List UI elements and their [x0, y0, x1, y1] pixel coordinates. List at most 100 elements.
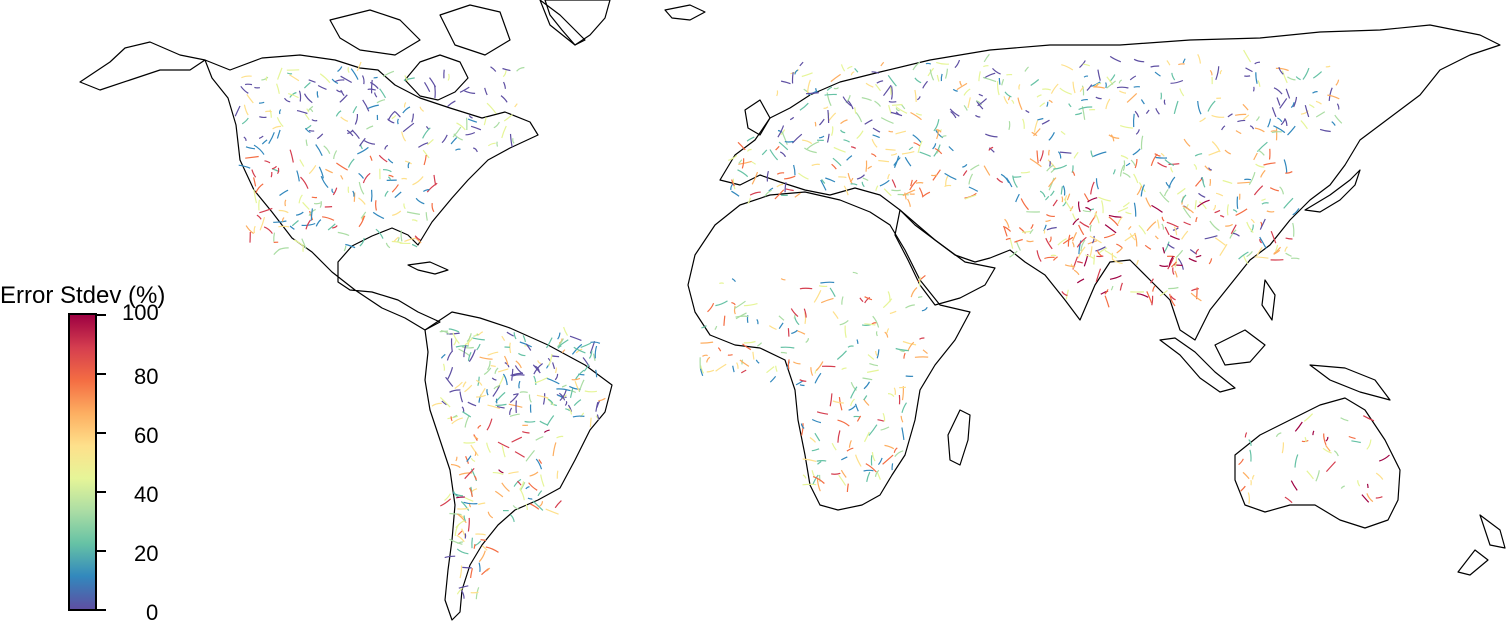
river-segment [1039, 150, 1044, 162]
river-segment [385, 242, 391, 249]
river-segment [1024, 66, 1029, 72]
river-segment [273, 220, 287, 223]
river-segment [1042, 88, 1051, 91]
river-segment [1033, 120, 1039, 133]
river-segment [756, 342, 763, 347]
river-segment [509, 407, 513, 415]
river-segment [1151, 295, 1154, 306]
river-segment [802, 483, 817, 486]
river-segment [518, 352, 526, 357]
colorbar-label-80: 80 [134, 364, 159, 389]
river-segment [878, 159, 890, 163]
river-segment [814, 121, 817, 127]
river-segment [886, 328, 890, 334]
eurasia-outline [719, 24, 1501, 341]
river-segment [944, 68, 948, 79]
river-segment [875, 350, 878, 357]
river-segment [391, 240, 403, 244]
river-segment [1315, 111, 1326, 118]
river-segment [457, 507, 469, 510]
river-segment [1161, 216, 1165, 222]
arctic-islands [329, 0, 586, 56]
river-segment [529, 503, 540, 510]
river-segment [466, 455, 472, 462]
colorbar-label-60: 60 [134, 423, 159, 448]
river-segment [900, 415, 904, 423]
river-segment [1150, 153, 1158, 166]
river-segment [1235, 208, 1248, 216]
river-segment [855, 112, 863, 123]
river-segment [891, 189, 901, 192]
river-segment [833, 146, 846, 153]
river-segment [823, 106, 829, 109]
river-segment [746, 136, 755, 142]
river-segment [446, 332, 460, 335]
river-segment [769, 149, 779, 161]
river-segment [496, 141, 499, 147]
river-segment [1315, 470, 1320, 482]
river-segment [1211, 114, 1225, 118]
river-segment [460, 501, 470, 511]
river-segment [359, 137, 366, 147]
river-segment [936, 129, 942, 133]
river-segment [423, 154, 427, 166]
river-segment [490, 365, 496, 368]
river-segment [962, 163, 968, 168]
river-segment [1048, 177, 1055, 191]
river-segment [817, 461, 822, 465]
river-segment [253, 177, 257, 187]
river-segment [1156, 219, 1160, 229]
river-segment [474, 540, 482, 547]
river-segment [592, 353, 596, 361]
river-segment [1172, 267, 1175, 275]
river-segment [513, 332, 517, 340]
river-segment [1071, 241, 1075, 248]
river-segment [486, 442, 491, 453]
river-segment [816, 460, 827, 462]
river-segment [1127, 225, 1132, 230]
river-segment [1166, 221, 1179, 228]
river-segment [546, 415, 555, 426]
river-segment [1171, 72, 1176, 81]
river-segment [548, 353, 553, 367]
river-segment [1269, 187, 1279, 192]
river-segment [1012, 175, 1018, 188]
river-segment [1015, 240, 1021, 251]
river-segment [486, 418, 493, 431]
river-segment [1146, 221, 1157, 232]
river-segment [463, 515, 466, 522]
river-segment [361, 75, 365, 85]
river-segment [734, 300, 746, 310]
river-segment [366, 125, 374, 130]
river-segment [414, 236, 422, 244]
river-segment [289, 149, 294, 163]
river-segment [537, 490, 543, 497]
river-segment [864, 296, 871, 304]
river-segment [1255, 163, 1265, 168]
river-segment [787, 359, 790, 370]
river-segment [296, 211, 304, 216]
river-segment [1166, 60, 1171, 66]
colorbar-tick [97, 314, 106, 316]
river-segment [332, 225, 338, 229]
river-segment [552, 362, 556, 370]
river-segment [1169, 235, 1180, 241]
river-segment [467, 401, 477, 407]
river-segment [715, 363, 727, 372]
river-segment [419, 106, 425, 112]
river-segment [775, 365, 778, 372]
river-segment [1145, 197, 1152, 208]
river-segment [925, 62, 932, 65]
river-segment [1275, 244, 1279, 252]
river-segment [492, 471, 504, 475]
river-segment [296, 170, 300, 182]
river-segment [535, 436, 544, 441]
river-segment [502, 67, 511, 72]
river-segment [838, 176, 847, 179]
river-segment [404, 75, 409, 82]
river-segment [1294, 421, 1303, 432]
river-segment [921, 191, 931, 198]
river-segment [787, 328, 790, 337]
river-segment [1164, 159, 1175, 167]
river-segment [1366, 439, 1372, 450]
